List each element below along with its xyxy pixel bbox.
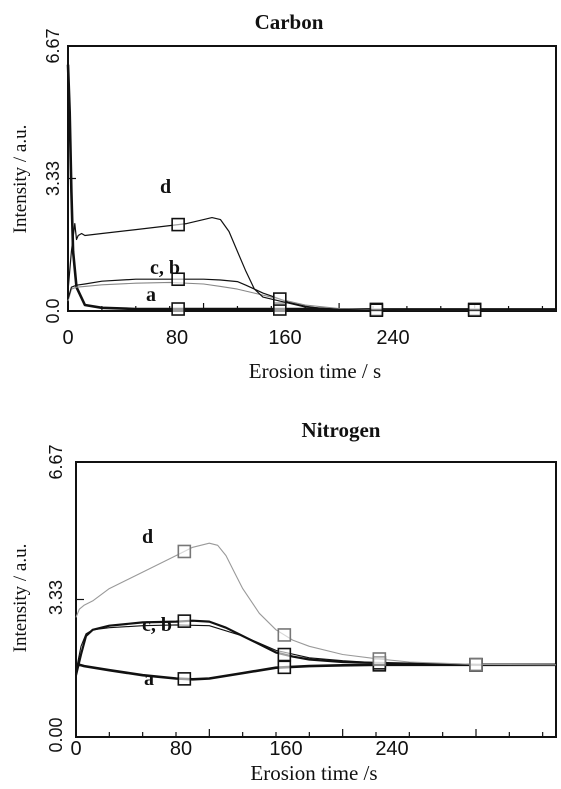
nitrogen-series-group	[74, 542, 557, 686]
nitrogen-xtick-1: 80	[170, 738, 192, 760]
carbon-x-axis-label: Erosion time / s	[249, 359, 381, 383]
carbon-label-cb: c, b	[150, 257, 180, 279]
nitrogen-label-cb: c, b	[142, 614, 172, 636]
carbon-series-c-marker	[171, 272, 185, 287]
nitrogen-x-axis-label: Erosion time /s	[250, 761, 377, 785]
nitrogen-ytick-2: 6.67	[46, 444, 66, 479]
nitrogen-xtick-3: 240	[375, 738, 408, 760]
carbon-title: Carbon	[255, 10, 324, 34]
nitrogen-title: Nitrogen	[302, 418, 381, 442]
carbon-series-b-line	[67, 281, 556, 311]
carbon-ytick-2: 6.67	[43, 28, 63, 63]
carbon-series-c-marker	[273, 292, 287, 306]
nitrogen-plot-frame	[75, 461, 557, 738]
carbon-label-a: a	[146, 284, 156, 306]
nitrogen-series-d-marker	[277, 628, 292, 642]
nitrogen-series-d-marker	[372, 652, 387, 666]
carbon-tick-marks	[67, 45, 544, 312]
carbon-series-a-marker	[171, 302, 185, 316]
nitrogen-label-a: a	[144, 668, 154, 690]
nitrogen-series-d-marker	[177, 544, 192, 559]
carbon-ytick-1: 3.33	[43, 161, 63, 196]
nitrogen-series-c-marker	[277, 647, 292, 662]
nitrogen-ytick-0: 0.00	[46, 717, 66, 752]
carbon-xtick-2: 160	[268, 327, 301, 349]
nitrogen-xtick-0: 0	[70, 738, 81, 760]
nitrogen-ytick-1: 3.33	[46, 580, 66, 615]
nitrogen-series-c-marker	[177, 614, 192, 628]
carbon-plot-frame	[67, 45, 557, 312]
nitrogen-series-d-marker	[469, 657, 483, 672]
nitrogen-y-axis-label: Intensity / a.u.	[10, 544, 31, 653]
carbon-series-d-line	[67, 217, 556, 311]
carbon-xtick-0: 0	[62, 327, 73, 349]
carbon-label-d: d	[160, 176, 171, 198]
carbon-ytick-0: 0.0	[43, 298, 63, 323]
nitrogen-panel: Nitrogen Intensity / a.u. Erosion time /…	[10, 418, 557, 785]
nitrogen-tick-marks	[75, 461, 544, 738]
carbon-y-axis-label: Intensity / a.u.	[10, 125, 31, 234]
carbon-panel: Carbon Intensity / a.u. Erosion time / s…	[10, 10, 557, 383]
nitrogen-xtick-2: 160	[269, 738, 302, 760]
nitrogen-series-a-marker	[277, 660, 292, 675]
nitrogen-series-c-line	[74, 619, 556, 676]
nitrogen-series-d-line	[75, 542, 557, 666]
nitrogen-label-d: d	[142, 526, 153, 548]
nitrogen-series-a-line	[75, 663, 556, 681]
carbon-series-d-marker	[171, 217, 185, 232]
carbon-series-a-line	[66, 64, 556, 311]
carbon-xtick-1: 80	[166, 327, 188, 349]
carbon-series-group	[66, 64, 556, 318]
nitrogen-series-a-marker	[177, 672, 192, 686]
carbon-xtick-3: 240	[376, 327, 409, 349]
